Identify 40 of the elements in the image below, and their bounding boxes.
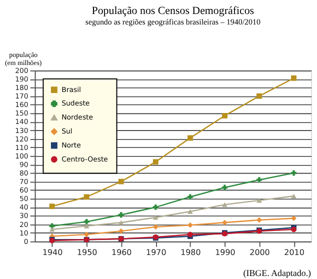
point — [222, 220, 228, 226]
point — [152, 224, 158, 230]
point — [84, 224, 90, 228]
point — [84, 218, 90, 224]
point — [49, 227, 55, 232]
x-tick-label: 1950 — [76, 248, 98, 257]
point — [118, 212, 124, 218]
point — [152, 159, 158, 165]
point — [222, 113, 228, 118]
chart-title: População nos Censos Demográficos — [92, 4, 254, 17]
point — [84, 194, 90, 200]
x-tick-label: 1990 — [215, 248, 236, 257]
chart-subtitle: segundo as regiões geográficas brasileiras – 1940/2010 — [85, 18, 260, 27]
point — [118, 220, 124, 225]
point — [187, 222, 193, 228]
point — [187, 194, 193, 200]
point — [291, 75, 296, 81]
point — [187, 209, 193, 214]
point — [49, 204, 55, 210]
point — [84, 232, 90, 238]
point — [152, 204, 158, 210]
x-tick-label: 1960 — [112, 248, 132, 257]
x-tick-label: 2000 — [250, 248, 270, 257]
point — [291, 216, 296, 222]
point — [291, 194, 296, 198]
point — [118, 178, 124, 184]
x-tick-label: 1980 — [180, 248, 201, 257]
point — [291, 170, 296, 176]
point — [118, 228, 124, 234]
text: (IBGE. Adaptado.) — [243, 268, 312, 278]
point — [256, 198, 262, 203]
x-tick-label: 1970 — [146, 248, 166, 257]
point — [187, 135, 193, 141]
x-tick-label: 2010 — [284, 248, 304, 257]
point — [256, 93, 262, 99]
point — [152, 215, 158, 220]
x-tick-label: 1940 — [42, 248, 63, 257]
point — [222, 202, 228, 207]
point — [222, 184, 228, 190]
point — [256, 177, 262, 183]
